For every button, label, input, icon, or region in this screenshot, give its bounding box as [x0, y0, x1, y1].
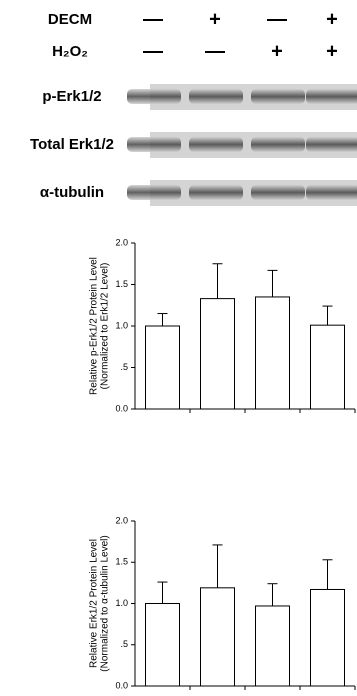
treatment-sign: + [209, 8, 221, 30]
treatment-sign: — [143, 8, 163, 30]
blot-row-label: Total Erk1/2 [30, 136, 114, 153]
y-axis-label: Relative p-Erk1/2 Protein Level [89, 257, 100, 395]
bar [311, 325, 345, 409]
blot-band [127, 89, 181, 104]
blot-band [251, 137, 305, 152]
treatment-sign: — [205, 40, 225, 62]
treatment-sign: — [143, 40, 163, 62]
bar [146, 604, 180, 687]
bar [311, 589, 345, 686]
y-tick-label: .5 [120, 362, 128, 372]
bar [201, 299, 235, 409]
blot-band [306, 185, 357, 200]
treatment-label: H₂O₂ [52, 43, 88, 60]
blot-band [306, 137, 357, 152]
treatment-sign: + [326, 40, 338, 62]
treatment-sign: — [267, 8, 287, 30]
blot-band [306, 89, 357, 104]
treatment-label: DECM [48, 11, 92, 28]
bar [146, 326, 180, 409]
blot-band [251, 185, 305, 200]
y-tick-label: 0.0 [115, 403, 128, 413]
blot-band [251, 89, 305, 104]
blot-band [127, 185, 181, 200]
bar [201, 588, 235, 686]
y-tick-label: 0.0 [115, 680, 128, 690]
y-tick-label: 2.0 [115, 515, 128, 525]
figure: DECM — + — + H₂O₂ — — + + p-Erk1/2 Total Erk1/2 α-tu… [0, 0, 357, 691]
blot-band [189, 137, 243, 152]
blot-band [189, 185, 243, 200]
y-axis-label: (Normalized to Erk1/2 Level) [100, 263, 111, 390]
y-tick-label: 2.0 [115, 237, 128, 247]
y-axis-label: (Normalized to α-tubulin Level) [100, 535, 111, 671]
bar [256, 297, 290, 409]
y-axis-label: Relative Erk1/2 Protein Level [89, 539, 100, 668]
y-tick-label: 1.5 [115, 279, 128, 289]
blot-band [189, 89, 243, 104]
blot-row-label: α-tubulin [40, 184, 104, 201]
blot-band [127, 137, 181, 152]
y-tick-label: 1.0 [115, 598, 128, 608]
blot-row-label: p-Erk1/2 [42, 88, 101, 105]
y-tick-label: .5 [120, 639, 128, 649]
y-tick-label: 1.0 [115, 320, 128, 330]
treatment-sign: + [326, 8, 338, 30]
treatment-sign: + [271, 40, 283, 62]
bar [256, 606, 290, 686]
y-tick-label: 1.5 [115, 557, 128, 567]
